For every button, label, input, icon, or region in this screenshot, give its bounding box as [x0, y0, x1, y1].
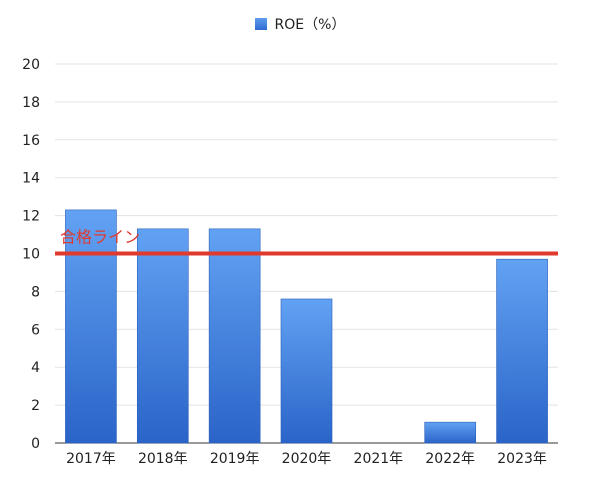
x-tick-label: 2022年 — [425, 451, 475, 467]
x-tick-label: 2019年 — [210, 451, 260, 467]
legend-swatch — [254, 18, 267, 30]
x-tick-label: 2017年 — [66, 451, 116, 467]
y-tick-label: 4 — [31, 360, 40, 376]
x-tick-label: 2023年 — [497, 451, 547, 467]
x-tick-label: 2018年 — [138, 451, 188, 467]
legend-label: ROE（%） — [274, 17, 346, 33]
x-tick-label: 2021年 — [354, 451, 404, 467]
x-tick-label: 2020年 — [282, 451, 332, 467]
bar-2020年 — [280, 298, 333, 444]
bar-2022年 — [424, 421, 477, 444]
bar-2023年 — [496, 258, 548, 444]
y-tick-label: 18 — [22, 95, 40, 111]
chart-legend: ROE（%） — [0, 14, 600, 34]
y-tick-label: 6 — [31, 322, 40, 338]
reference-line-label: 合格ライン — [60, 228, 140, 247]
y-tick-label: 16 — [22, 133, 40, 149]
y-tick-label: 10 — [22, 247, 40, 263]
y-tick-label: 12 — [22, 209, 40, 225]
bar-2017年 — [65, 209, 117, 444]
y-tick-label: 8 — [31, 284, 40, 300]
y-tick-label: 0 — [31, 436, 40, 452]
y-tick-label: 2 — [31, 398, 40, 414]
y-tick-label: 14 — [22, 171, 40, 187]
bar-2019年 — [208, 228, 261, 444]
y-tick-label: 20 — [22, 57, 40, 73]
bar-2018年 — [136, 228, 189, 444]
